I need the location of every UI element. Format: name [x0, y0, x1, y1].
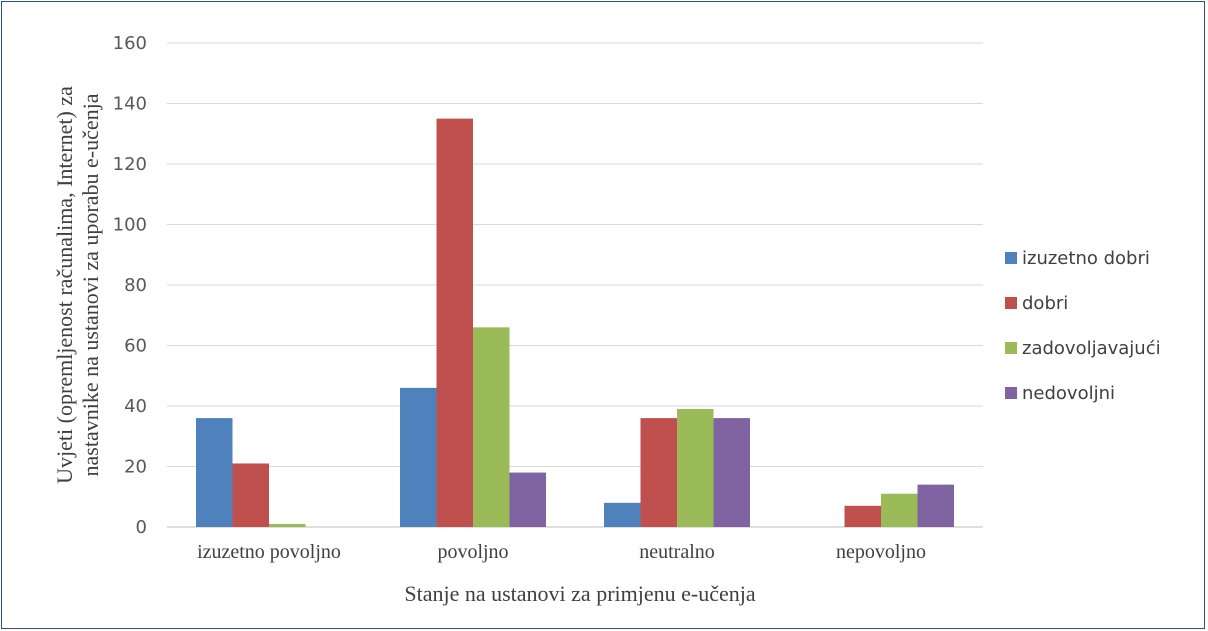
y-tick-label: 20	[124, 457, 147, 478]
y-axis-title: Uvjeti (opremljenost računalima, Interne…	[52, 86, 103, 484]
gridlines	[167, 42, 983, 528]
y-axis-title-line2: nastavnike na ustanovi za uporabu e-učen…	[78, 93, 103, 476]
x-category-label: izuzetno povoljno	[197, 541, 341, 563]
y-tick-label: 60	[124, 336, 147, 357]
bar	[604, 502, 641, 527]
legend-swatch	[1005, 252, 1017, 264]
y-axis-title-line1: Uvjeti (opremljenost računalima, Interne…	[52, 86, 77, 484]
bar	[232, 463, 269, 527]
legend-label: dobri	[1022, 293, 1068, 314]
legend-label: izuzetno dobri	[1022, 248, 1150, 269]
y-tick-label: 140	[113, 94, 147, 115]
legend-label: nedovoljni	[1022, 383, 1115, 404]
y-tick-label: 120	[113, 154, 147, 175]
bar	[509, 472, 546, 527]
y-tick-label: 0	[136, 517, 147, 538]
x-category-label: neutralno	[639, 541, 715, 563]
bar	[713, 418, 750, 527]
y-tick-label: 100	[113, 215, 147, 236]
x-axis-title: Stanje na ustanovi za primjenu e-učenja	[404, 581, 755, 606]
bar	[917, 484, 954, 527]
legend-swatch	[1005, 297, 1017, 309]
legend-item: dobri	[1005, 293, 1068, 314]
legend-swatch	[1005, 342, 1017, 354]
bar	[400, 387, 437, 527]
y-tick-label: 80	[124, 275, 147, 296]
legend-item: izuzetno dobri	[1005, 248, 1150, 269]
y-tick-label: 160	[113, 33, 147, 54]
bar	[881, 493, 918, 527]
y-axis-ticks: 0 20 40 60 80 100 120 140 160	[113, 33, 147, 538]
legend-swatch	[1005, 387, 1017, 399]
x-category-label: povoljno	[437, 541, 508, 563]
y-tick-label: 40	[124, 396, 147, 417]
bar	[436, 118, 473, 527]
legend: izuzetno dobri dobri zadovoljavajući nedovo…	[1005, 248, 1161, 404]
bar	[196, 418, 233, 527]
bars	[196, 118, 954, 527]
bar	[640, 418, 677, 527]
legend-item: zadovoljavajući	[1005, 338, 1161, 359]
bar	[844, 505, 881, 527]
bar	[269, 523, 306, 527]
bar	[473, 327, 510, 527]
bar	[677, 409, 714, 527]
legend-label: zadovoljavajući	[1022, 338, 1161, 359]
legend-item: nedovoljni	[1005, 383, 1115, 404]
x-category-label: nepovoljno	[836, 541, 926, 563]
x-axis-categories: izuzetno povoljno povoljno neutralno nepovo…	[197, 541, 926, 563]
